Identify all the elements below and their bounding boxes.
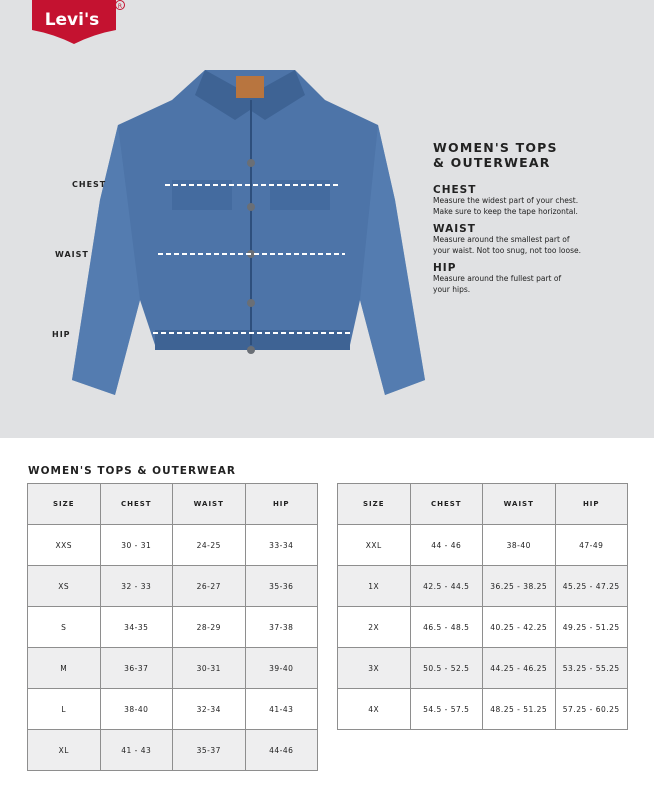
table-row: 1X 42.5 - 44.5 36.25 - 38.25 45.25 - 47.25: [337, 565, 628, 607]
guide-waist: WAIST Measure around the smallest part of…: [433, 223, 581, 255]
table-cell: 3X: [337, 647, 411, 689]
guide-hip: HIP Measure around the fullest part of you…: [433, 262, 562, 294]
measurement-guide: WOMEN'S TOPS & OUTERWEAR CHEST Measure the…: [433, 140, 633, 301]
table-cell: L: [27, 688, 101, 730]
table-cell: 32 - 33: [99, 565, 173, 607]
column-header: HIP: [554, 483, 628, 525]
header-row: SIZE CHEST WAIST HIP: [27, 483, 318, 525]
table-cell: 33-34: [244, 524, 318, 566]
table-row: 2X 46.5 - 48.5 40.25 - 42.25 49.25 - 51.25: [337, 606, 628, 648]
table-cell: 1X: [337, 565, 411, 607]
table-cell: 38-40: [482, 524, 556, 566]
table-cell: 44.25 - 46.25: [482, 647, 556, 689]
table-cell: 47-49: [554, 524, 628, 566]
denim-jacket-image: [72, 70, 425, 395]
chest-label: CHEST: [72, 180, 107, 189]
table-cell: 42.5 - 44.5: [409, 565, 483, 607]
hero-section: Levi's R CHEST WAIST HIP WOMEN'S TOPS & O…: [0, 0, 654, 438]
table-row: S 34-35 28-29 37-38: [27, 606, 318, 648]
table-cell: 46.5 - 48.5: [409, 606, 483, 648]
table-row: XS 32 - 33 26-27 35-36: [27, 565, 318, 607]
table-cell: 38-40: [99, 688, 173, 730]
column-header: CHEST: [99, 483, 173, 525]
table-cell: 34-35: [99, 606, 173, 648]
table-cell: XS: [27, 565, 101, 607]
table-cell: 28-29: [172, 606, 246, 648]
table-cell: 45.25 - 47.25: [554, 565, 628, 607]
table-cell: 53.25 - 55.25: [554, 647, 628, 689]
table-cell: 26-27: [172, 565, 246, 607]
column-header: WAIST: [482, 483, 556, 525]
table-cell: 32-34: [172, 688, 246, 730]
svg-text:Levi's: Levi's: [45, 10, 100, 30]
table-cell: 41-43: [244, 688, 318, 730]
table-cell: 35-36: [244, 565, 318, 607]
table-cell: 35-37: [172, 729, 246, 771]
table-cell: 40.25 - 42.25: [482, 606, 556, 648]
table-cell: 24-25: [172, 524, 246, 566]
size-table-plus: SIZE CHEST WAIST HIP XXL 44 - 46 38-40 47-49 1X 4…: [337, 483, 628, 730]
table-cell: 44 - 46: [409, 524, 483, 566]
table-cell: 2X: [337, 606, 411, 648]
table-cell: XL: [27, 729, 101, 771]
hip-label: HIP: [52, 330, 71, 339]
header-row: SIZE CHEST WAIST HIP: [337, 483, 628, 525]
levis-logo: Levi's R: [32, 0, 125, 44]
table-cell: 39-40: [244, 647, 318, 689]
column-header: HIP: [244, 483, 318, 525]
table-cell: 44-46: [244, 729, 318, 771]
table-cell: 36.25 - 38.25: [482, 565, 556, 607]
table-cell: 49.25 - 51.25: [554, 606, 628, 648]
table-cell: 48.25 - 51.25: [482, 688, 556, 730]
table-cell: M: [27, 647, 101, 689]
table-row: XXL 44 - 46 38-40 47-49: [337, 524, 628, 566]
table-cell: 4X: [337, 688, 411, 730]
column-header: CHEST: [409, 483, 483, 525]
guide-chest: CHEST Measure the widest part of your che…: [433, 184, 579, 216]
table-cell: S: [27, 606, 101, 648]
waist-label: WAIST: [55, 250, 89, 259]
column-header: SIZE: [27, 483, 101, 525]
table-row: 3X 50.5 - 52.5 44.25 - 46.25 53.25 - 55.25: [337, 647, 628, 689]
table-cell: XXS: [27, 524, 101, 566]
table-cell: 50.5 - 52.5: [409, 647, 483, 689]
table-row: XL 41 - 43 35-37 44-46: [27, 729, 318, 771]
table-cell: 36-37: [99, 647, 173, 689]
table-row: 4X 54.5 - 57.5 48.25 - 51.25 57.25 - 60.25: [337, 688, 628, 730]
table-row: XXS 30 - 31 24-25 33-34: [27, 524, 318, 566]
table-cell: 54.5 - 57.5: [409, 688, 483, 730]
table-cell: 41 - 43: [99, 729, 173, 771]
size-table-regular: SIZE CHEST WAIST HIP XXS 30 - 31 24-25 33-34 XS 3…: [27, 483, 318, 771]
size-chart-title: WOMEN'S TOPS & OUTERWEAR: [28, 465, 237, 477]
column-header: WAIST: [172, 483, 246, 525]
column-header: SIZE: [337, 483, 411, 525]
table-row: M 36-37 30-31 39-40: [27, 647, 318, 689]
svg-text:R: R: [118, 3, 122, 10]
table-cell: 30-31: [172, 647, 246, 689]
table-cell: XXL: [337, 524, 411, 566]
table-cell: 30 - 31: [99, 524, 173, 566]
table-cell: 57.25 - 60.25: [554, 688, 628, 730]
table-row: L 38-40 32-34 41-43: [27, 688, 318, 730]
table-cell: 37-38: [244, 606, 318, 648]
guide-title: WOMEN'S TOPS & OUTERWEAR: [433, 140, 558, 170]
